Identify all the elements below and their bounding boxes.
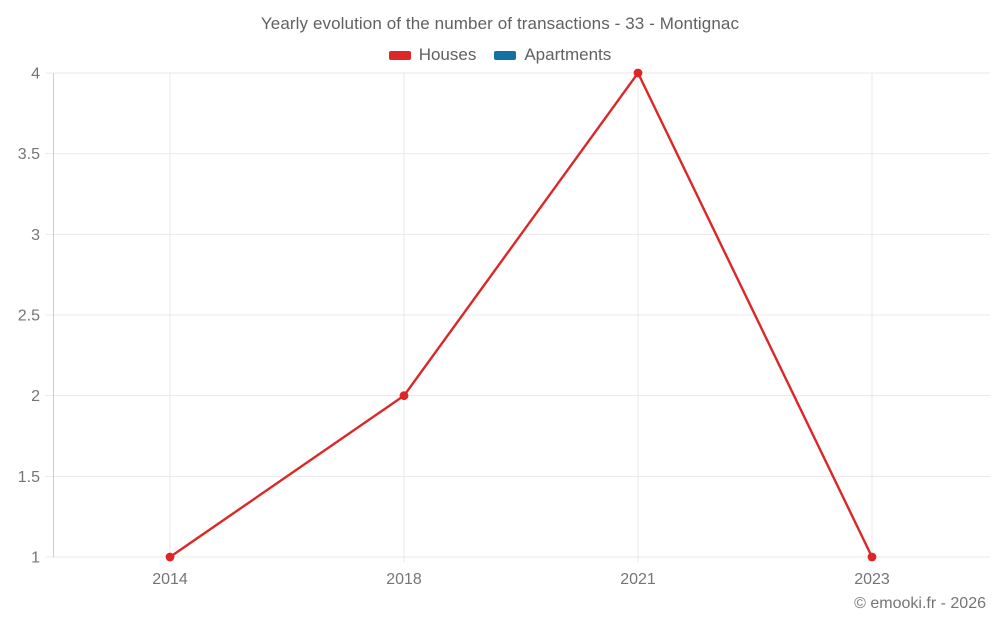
x-tick-label: 2014 — [152, 571, 188, 588]
footer-credit: © emooki.fr - 2026 — [854, 595, 986, 612]
legend-label-apartments: Apartments — [524, 45, 612, 64]
y-tick-label: 3.5 — [18, 146, 40, 163]
y-axis-labels: 1 1.5 2 2.5 3 3.5 4 — [18, 66, 40, 567]
houses-line — [168, 71, 874, 559]
chart-title: Yearly evolution of the number of transa… — [260, 14, 740, 33]
chart-legend: Houses Apartments — [0, 45, 1000, 65]
legend-item-houses[interactable]: Houses — [388, 45, 477, 65]
houses-series — [165, 68, 877, 562]
y-tick-label: 2 — [31, 388, 40, 405]
houses-point[interactable] — [165, 552, 175, 562]
houses-swatch-icon — [388, 50, 411, 60]
apartments-swatch-icon — [494, 50, 517, 60]
x-axis-labels: 2014 2018 2021 2023 — [152, 571, 890, 588]
x-gridlines — [169, 73, 873, 562]
y-gridlines — [45, 72, 990, 558]
y-tick-label: 1.5 — [18, 469, 40, 486]
y-tick-label: 2.5 — [18, 308, 40, 325]
houses-point[interactable] — [633, 68, 643, 78]
x-tick-label: 2021 — [620, 571, 656, 588]
legend-item-apartments[interactable]: Apartments — [494, 45, 611, 65]
y-tick-label: 4 — [31, 66, 40, 83]
x-tick-label: 2023 — [854, 571, 890, 588]
houses-point[interactable] — [867, 552, 877, 562]
y-tick-label: 1 — [31, 550, 40, 567]
x-tick-label: 2018 — [386, 571, 422, 588]
houses-point[interactable] — [399, 391, 409, 401]
y-tick-label: 3 — [31, 227, 40, 244]
legend-label-houses: Houses — [418, 45, 477, 64]
